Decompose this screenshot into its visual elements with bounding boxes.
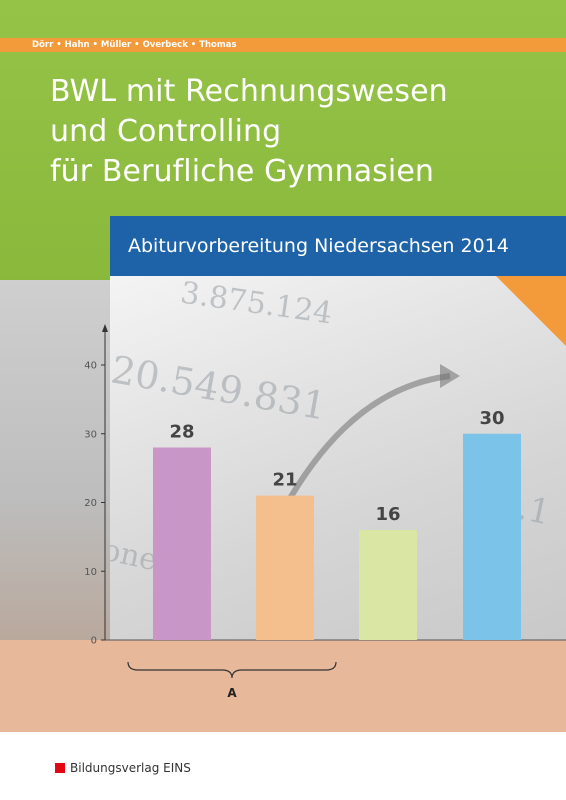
title-line-2: und Controlling [50,114,282,149]
y-tick-label: 0 [91,636,97,647]
subtitle-bar [110,216,566,276]
bar-data-label: 16 [375,504,400,525]
footer-area [0,732,566,800]
bar-data-label: 28 [169,422,194,443]
y-tick-label: 10 [84,567,97,578]
y-tick-label: 40 [84,361,97,372]
subtitle: Abiturvorbereitung Niedersachsen 2014 [128,235,509,257]
bar-data-label: 21 [272,470,297,491]
publisher-name: Bildungsverlag EINS [70,761,191,775]
bar [463,433,521,640]
group-brace [127,661,337,679]
orange-corner-triangle [496,276,566,346]
bar [359,530,417,640]
group-label: A [227,686,237,700]
y-tick-label: 20 [84,498,97,509]
y-axis-arrow-icon [102,324,108,332]
y-tick-label: 30 [84,429,97,440]
bar-data-label: 30 [479,408,504,429]
title-line-3: für Berufliche Gymnasien [50,154,435,189]
title-line-1: BWL mit Rechnungswesen [50,74,448,109]
bar [256,495,314,640]
bar-chart: 0 10 20 30 40 28 21 16 30 A [84,324,566,700]
bar [153,447,211,640]
grey-side-panel [0,280,110,650]
authors: Dörr • Hahn • Müller • Overbeck • Thomas [32,40,237,50]
publisher-logo-icon [55,763,65,773]
author-bar [0,38,566,52]
peach-band [0,640,566,732]
book-title: BWL mit Rechnungswesen und Controlling f… [50,72,510,192]
